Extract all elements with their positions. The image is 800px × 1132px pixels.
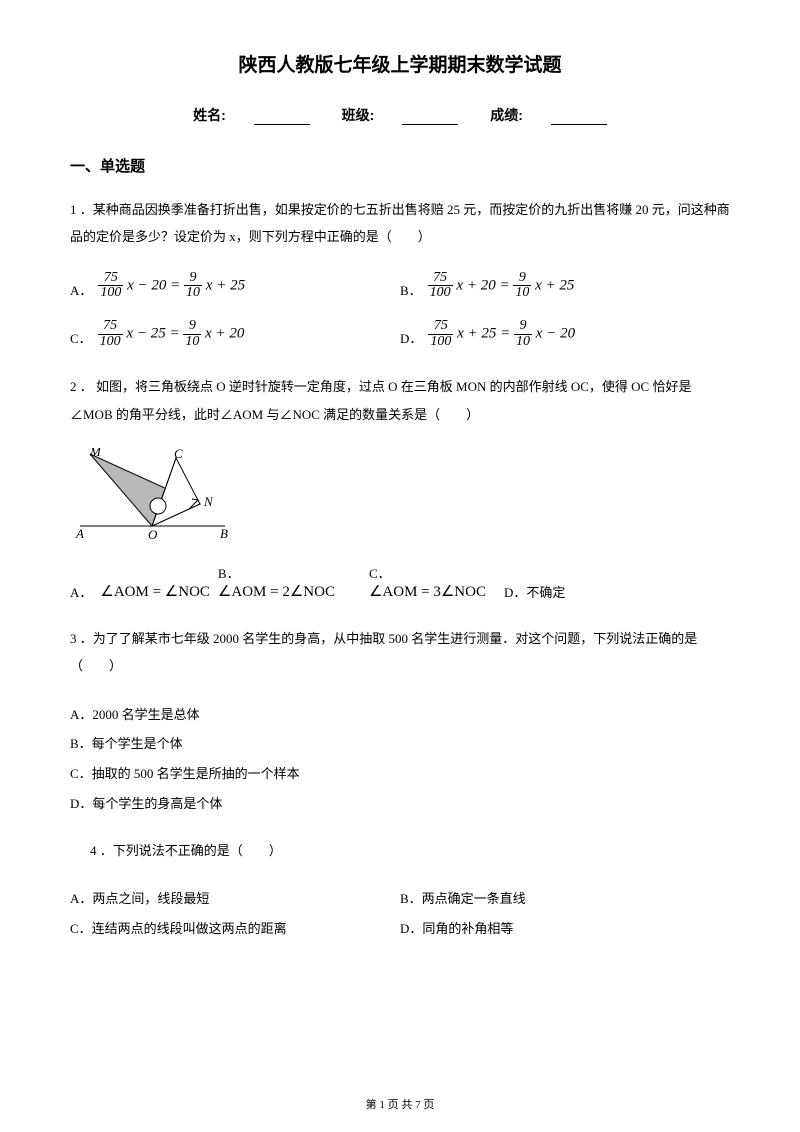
triangle-diagram: M C N A O B	[70, 448, 235, 540]
q3-option-a: A．2000 名学生是总体	[70, 700, 730, 730]
q2-text: 2 ． 如图，将三角板绕点 O 逆时针旋转一定角度，过点 O 在三角板 MON …	[70, 373, 730, 428]
score-blank[interactable]	[551, 111, 607, 125]
q3-option-b: B．每个学生是个体	[70, 729, 730, 759]
q1-options: A． 75100 x − 20 = 910 x + 25 B． 75100 x …	[70, 271, 730, 350]
class-blank[interactable]	[402, 111, 458, 125]
q3-options: A．2000 名学生是总体 B．每个学生是个体 C．抽取的 500 名学生是所抽…	[70, 700, 730, 820]
q4-option-a: A．两点之间，线段最短	[70, 884, 400, 914]
class-label: 班级:	[342, 107, 375, 123]
name-blank[interactable]	[254, 111, 310, 125]
q2-figure: M C N A O B	[70, 448, 730, 545]
q2-option-a-eq: ∠AOM = ∠NOC	[100, 582, 210, 601]
q3-option-c: C．抽取的 500 名学生是所抽的一个样本	[70, 759, 730, 789]
q1-text: 1 ．某种商品因换季准备打折出售，如果按定价的七五折出售将赔 25 元，而按定价…	[70, 196, 730, 251]
q4-option-d: D．同角的补角相等	[400, 914, 730, 944]
svg-text:M: M	[89, 448, 102, 459]
q4-option-c: C．连结两点的线段叫做这两点的距离	[70, 914, 400, 944]
opt-label: B．	[400, 280, 422, 299]
opt-label: C．	[70, 328, 92, 347]
q3-option-d: D．每个学生的身高是个体	[70, 789, 730, 819]
q2-option-c: C． ∠AOM = 3∠NOC	[369, 563, 486, 601]
page-title: 陕西人教版七年级上学期期末数学试题	[70, 50, 730, 77]
svg-text:O: O	[148, 527, 158, 540]
q1-option-d: D． 75100 x + 25 = 910 x − 20	[400, 319, 730, 349]
q2-option-d: D．不确定	[504, 582, 565, 601]
svg-text:C: C	[174, 448, 183, 461]
q4-options: A．两点之间，线段最短 B．两点确定一条直线 C．连结两点的线段叫做这两点的距离…	[70, 884, 730, 944]
q2-option-a-label: A．	[70, 582, 92, 601]
svg-text:B: B	[220, 526, 228, 540]
opt-label: A．	[70, 280, 92, 299]
page-footer: 第 1 页 共 7 页	[0, 1096, 800, 1112]
q1-option-a: A． 75100 x − 20 = 910 x + 25	[70, 271, 400, 301]
name-label: 姓名:	[193, 107, 226, 123]
q3-text: 3 ．为了了解某市七年级 2000 名学生的身高，从中抽取 500 名学生进行测…	[70, 625, 730, 680]
q4-text: 4 ．下列说法不正确的是（ ）	[90, 837, 730, 864]
q4-option-b: B．两点确定一条直线	[400, 884, 730, 914]
q2-options: A． ∠AOM = ∠NOC B． ∠AOM = 2∠NOC C． ∠AOM =…	[70, 563, 730, 601]
q1-option-c: C． 75100 x − 25 = 910 x + 20	[70, 319, 400, 349]
opt-label: D．	[400, 328, 422, 347]
student-info-line: 姓名: 班级: 成绩:	[70, 105, 730, 125]
section-1-header: 一、单选题	[70, 155, 730, 176]
q1-option-b: B． 75100 x + 20 = 910 x + 25	[400, 271, 730, 301]
svg-text:A: A	[75, 526, 84, 540]
score-label: 成绩:	[490, 107, 523, 123]
q2-option-b: B． ∠AOM = 2∠NOC	[218, 563, 335, 601]
svg-text:N: N	[203, 494, 214, 509]
